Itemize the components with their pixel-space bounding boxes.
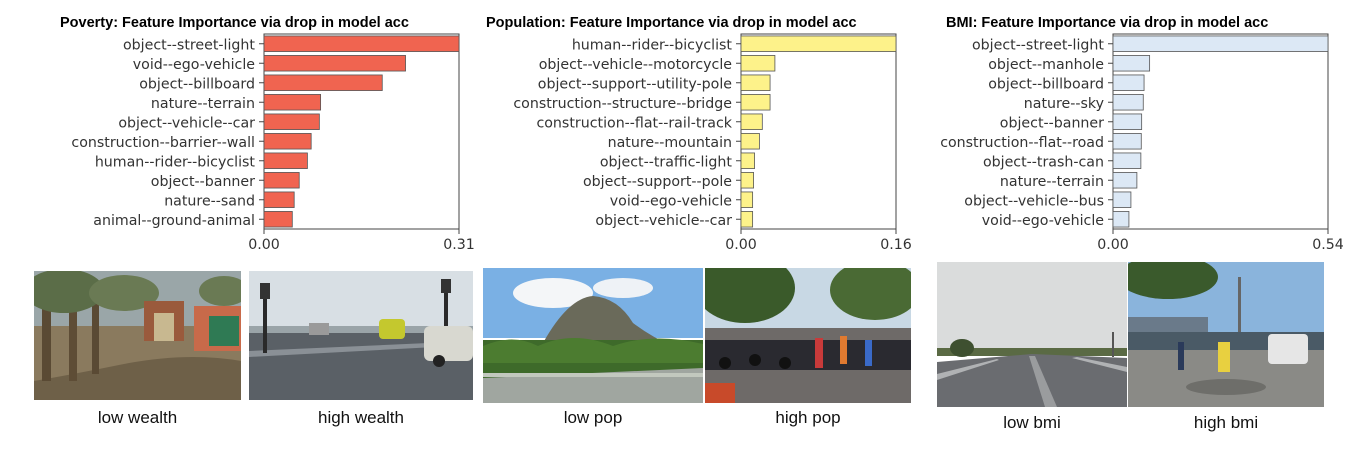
high-wealth-caption: high wealth: [317, 408, 404, 427]
low-bmi-caption: low bmi: [1003, 413, 1061, 432]
category-label: object--trash-can: [983, 154, 1104, 170]
chart-title: BMI: Feature Importance via drop in mode…: [946, 15, 1268, 31]
category-label: human--rider--bicyclist: [572, 37, 733, 53]
bar: [740, 152, 755, 169]
bar: [263, 113, 320, 130]
feature-importance-charts: Poverty: Feature Importance via drop in …: [60, 15, 1344, 253]
category-label: object--vehicle--car: [118, 115, 255, 131]
category-label: object--street-light: [123, 37, 255, 53]
bar: [740, 113, 763, 130]
bar: [1112, 113, 1143, 130]
bar: [263, 55, 406, 72]
chart-2: Population: Feature Importance via drop …: [486, 15, 912, 253]
bar: [263, 94, 322, 111]
chart-title: Population: Feature Importance via drop …: [486, 15, 857, 31]
plot-frame: [740, 33, 897, 230]
bar: [1112, 94, 1144, 111]
chart-1: Poverty: Feature Importance via drop in …: [60, 15, 475, 253]
category-label: object--vehicle--bus: [964, 193, 1104, 209]
bar: [740, 133, 760, 150]
x-tick-label: 0.31: [443, 237, 475, 253]
bar: [740, 191, 754, 208]
category-label: nature--sand: [164, 193, 255, 209]
high-bmi-photo: [1128, 262, 1324, 407]
bar: [740, 172, 754, 189]
category-label: void--ego-vehicle: [982, 213, 1104, 229]
bar: [740, 94, 771, 111]
category-label: object--billboard: [139, 76, 255, 92]
category-label: construction--flat--road: [940, 135, 1104, 151]
category-label: nature--mountain: [608, 135, 732, 151]
bar: [263, 35, 460, 52]
x-tick-label: 0.00: [725, 237, 757, 253]
category-label: object--manhole: [988, 57, 1104, 73]
category-label: object--support--utility-pole: [538, 76, 732, 92]
bar: [1112, 152, 1142, 169]
category-label: void--ego-vehicle: [610, 193, 732, 209]
category-label: object--support--pole: [583, 174, 732, 190]
low-wealth-caption: low wealth: [97, 408, 178, 427]
chart-3: BMI: Feature Importance via drop in mode…: [940, 15, 1344, 253]
low-bmi-photo: [937, 262, 1127, 407]
bar: [1112, 133, 1142, 150]
category-label: construction--flat--rail-track: [536, 115, 732, 131]
category-label: object--traffic-light: [600, 154, 733, 170]
bar: [1112, 172, 1138, 189]
category-label: object--vehicle--car: [595, 213, 732, 229]
category-label: object--vehicle--motorcycle: [539, 57, 732, 73]
plot-frame: [263, 33, 460, 230]
bar: [740, 211, 754, 228]
chart-title: Poverty: Feature Importance via drop in …: [60, 15, 409, 31]
bar: [263, 172, 300, 189]
bar: [740, 55, 776, 72]
bar: [740, 35, 897, 52]
high-pop-photo: [705, 268, 911, 403]
high-pop-caption: high pop: [775, 408, 841, 427]
category-label: human--rider--bicyclist: [95, 154, 256, 170]
bar: [1112, 191, 1132, 208]
category-label: nature--terrain: [1000, 174, 1104, 190]
bar: [263, 152, 308, 169]
bar: [263, 133, 312, 150]
low-wealth-photo: [34, 271, 241, 400]
bar: [1112, 74, 1145, 91]
x-tick-label: 0.16: [880, 237, 912, 253]
bar: [263, 74, 383, 91]
high-wealth-photo: [249, 271, 473, 400]
category-label: nature--terrain: [151, 96, 255, 112]
category-label: construction--barrier--wall: [71, 135, 255, 151]
high-bmi-caption: high bmi: [1193, 413, 1259, 432]
bar: [1112, 211, 1130, 228]
bar: [263, 191, 295, 208]
x-tick-label: 0.00: [248, 237, 280, 253]
category-label: void--ego-vehicle: [133, 57, 255, 73]
category-label: object--billboard: [988, 76, 1104, 92]
bar: [263, 211, 293, 228]
plot-frame: [1112, 33, 1329, 230]
category-label: object--banner: [151, 174, 255, 190]
category-label: animal--ground-animal: [93, 213, 255, 229]
category-label: object--banner: [1000, 115, 1104, 131]
bar: [1112, 35, 1329, 52]
category-label: nature--sky: [1024, 96, 1104, 112]
low-pop-photo: [483, 268, 703, 403]
low-pop-caption: low pop: [563, 408, 623, 427]
x-tick-label: 0.00: [1097, 237, 1129, 253]
x-tick-label: 0.54: [1312, 237, 1344, 253]
bar: [1112, 55, 1151, 72]
category-label: construction--structure--bridge: [513, 96, 732, 112]
bar: [740, 74, 771, 91]
category-label: object--street-light: [972, 37, 1104, 53]
